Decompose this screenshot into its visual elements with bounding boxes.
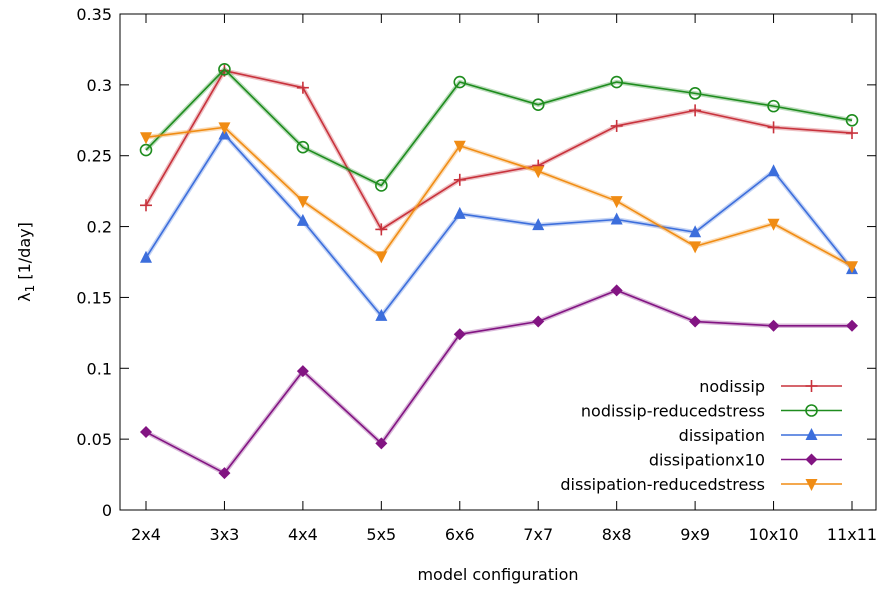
diamond-marker (689, 315, 702, 328)
diamond-marker (846, 319, 858, 332)
plus-marker (610, 119, 623, 132)
triangle-down-marker (218, 122, 231, 135)
legend-label: nodissip (699, 377, 765, 396)
diamond-marker (218, 467, 231, 480)
triangle-up-marker (767, 164, 780, 177)
series-line (145, 126, 853, 267)
series-3 (140, 284, 858, 480)
circle-marker (845, 113, 859, 127)
triangle-up-marker (375, 308, 388, 321)
plus-marker (375, 223, 388, 236)
y-tick-label: 0.1 (87, 359, 112, 378)
plus-marker (296, 81, 309, 94)
diamond-marker (610, 284, 623, 297)
x-tick-label: 4x4 (288, 525, 318, 544)
diamond-marker (375, 437, 388, 450)
triangle-down-marker (375, 251, 388, 264)
circle-marker (688, 87, 702, 100)
plus-marker (805, 380, 818, 392)
x-tick-label: 5x5 (366, 525, 396, 544)
plus-marker (140, 199, 152, 212)
y-axis-label-unit: [1/day] (15, 222, 34, 285)
diamond-marker (140, 426, 152, 439)
circle-marker (767, 99, 780, 113)
series-layer (139, 62, 859, 480)
circle-marker (218, 62, 231, 76)
diamond-marker (805, 453, 818, 466)
y-axis-label: λ1 [1/day] (15, 222, 37, 302)
x-axis: 2x4 3x3 4x4 5x5 6x6 7x7 8x8 9x9 10x10 11x11 (131, 14, 877, 544)
y-tick-label: 0 (102, 501, 112, 520)
diamond-marker (453, 328, 466, 341)
y-tick-label: 0.25 (76, 147, 112, 166)
y-tick-label: 0.05 (76, 430, 112, 449)
plus-marker (767, 121, 780, 134)
y-axis: 0 0.05 0.1 0.15 0.2 0.25 0.3 0.35 (76, 5, 876, 520)
triangle-up-marker (453, 206, 466, 219)
y-tick-label: 0.15 (76, 288, 112, 307)
diamond-marker (532, 315, 545, 328)
triangle-up-marker (296, 213, 309, 226)
triangle-down-marker (689, 241, 702, 254)
legend-label: dissipation (679, 426, 765, 445)
legend-label: dissipationx10 (649, 451, 765, 470)
triangle-down-marker (453, 140, 466, 153)
plus-marker (689, 104, 702, 117)
diamond-marker (296, 365, 309, 378)
plot-frame (119, 13, 877, 511)
x-tick-label: 8x8 (602, 525, 632, 544)
x-axis-label: model configuration (417, 565, 578, 584)
triangle-down-marker (296, 196, 309, 209)
series-line-band (145, 125, 854, 269)
series-line-band (144, 132, 854, 319)
series-line (145, 289, 852, 474)
triangle-up-marker (689, 225, 702, 238)
x-tick-label: 11x11 (827, 525, 877, 544)
circle-marker (139, 143, 153, 157)
x-tick-label: 9x9 (680, 525, 710, 544)
triangle-up-marker (610, 212, 623, 225)
x-tick-label: 10x10 (748, 525, 798, 544)
series-2 (140, 127, 858, 321)
y-tick-label: 0.2 (87, 218, 112, 237)
legend: nodissip nodissip-reducedstress dissipatio… (560, 377, 842, 494)
triangle-up-marker (805, 428, 818, 440)
y-tick-label: 0.3 (87, 76, 112, 95)
triangle-down-marker (846, 261, 858, 274)
circle-marker (610, 75, 623, 89)
triangle-up-marker (532, 218, 545, 231)
circle-marker (453, 75, 467, 89)
y-axis-label-subscript: 1 (23, 285, 37, 293)
series-line (145, 133, 853, 317)
diamond-marker (767, 319, 780, 332)
series-line (145, 68, 853, 187)
triangle-down-marker (767, 218, 780, 231)
x-tick-label: 7x7 (523, 525, 553, 544)
circle-marker (805, 404, 818, 417)
y-axis-label-main: λ (15, 292, 34, 301)
plus-marker (453, 173, 466, 186)
series-1 (139, 62, 859, 192)
legend-label: nodissip-reducedstress (581, 402, 765, 421)
circle-marker (296, 140, 310, 154)
y-tick-label: 0.35 (76, 5, 112, 24)
triangle-down-marker (532, 166, 545, 179)
legend-label: dissipation-reducedstress (560, 475, 765, 494)
series-line (145, 69, 853, 231)
x-tick-label: 3x3 (210, 525, 240, 544)
plus-marker (846, 127, 858, 140)
circle-marker (531, 98, 545, 111)
series-0 (140, 64, 858, 236)
x-tick-label: 2x4 (131, 525, 161, 544)
circle-marker (375, 179, 388, 192)
triangle-down-marker (805, 479, 818, 491)
triangle-down-marker (610, 196, 623, 209)
triangle-down-marker (140, 132, 152, 145)
triangle-up-marker (140, 250, 152, 263)
series-4 (140, 122, 858, 274)
x-tick-label: 6x6 (445, 525, 475, 544)
